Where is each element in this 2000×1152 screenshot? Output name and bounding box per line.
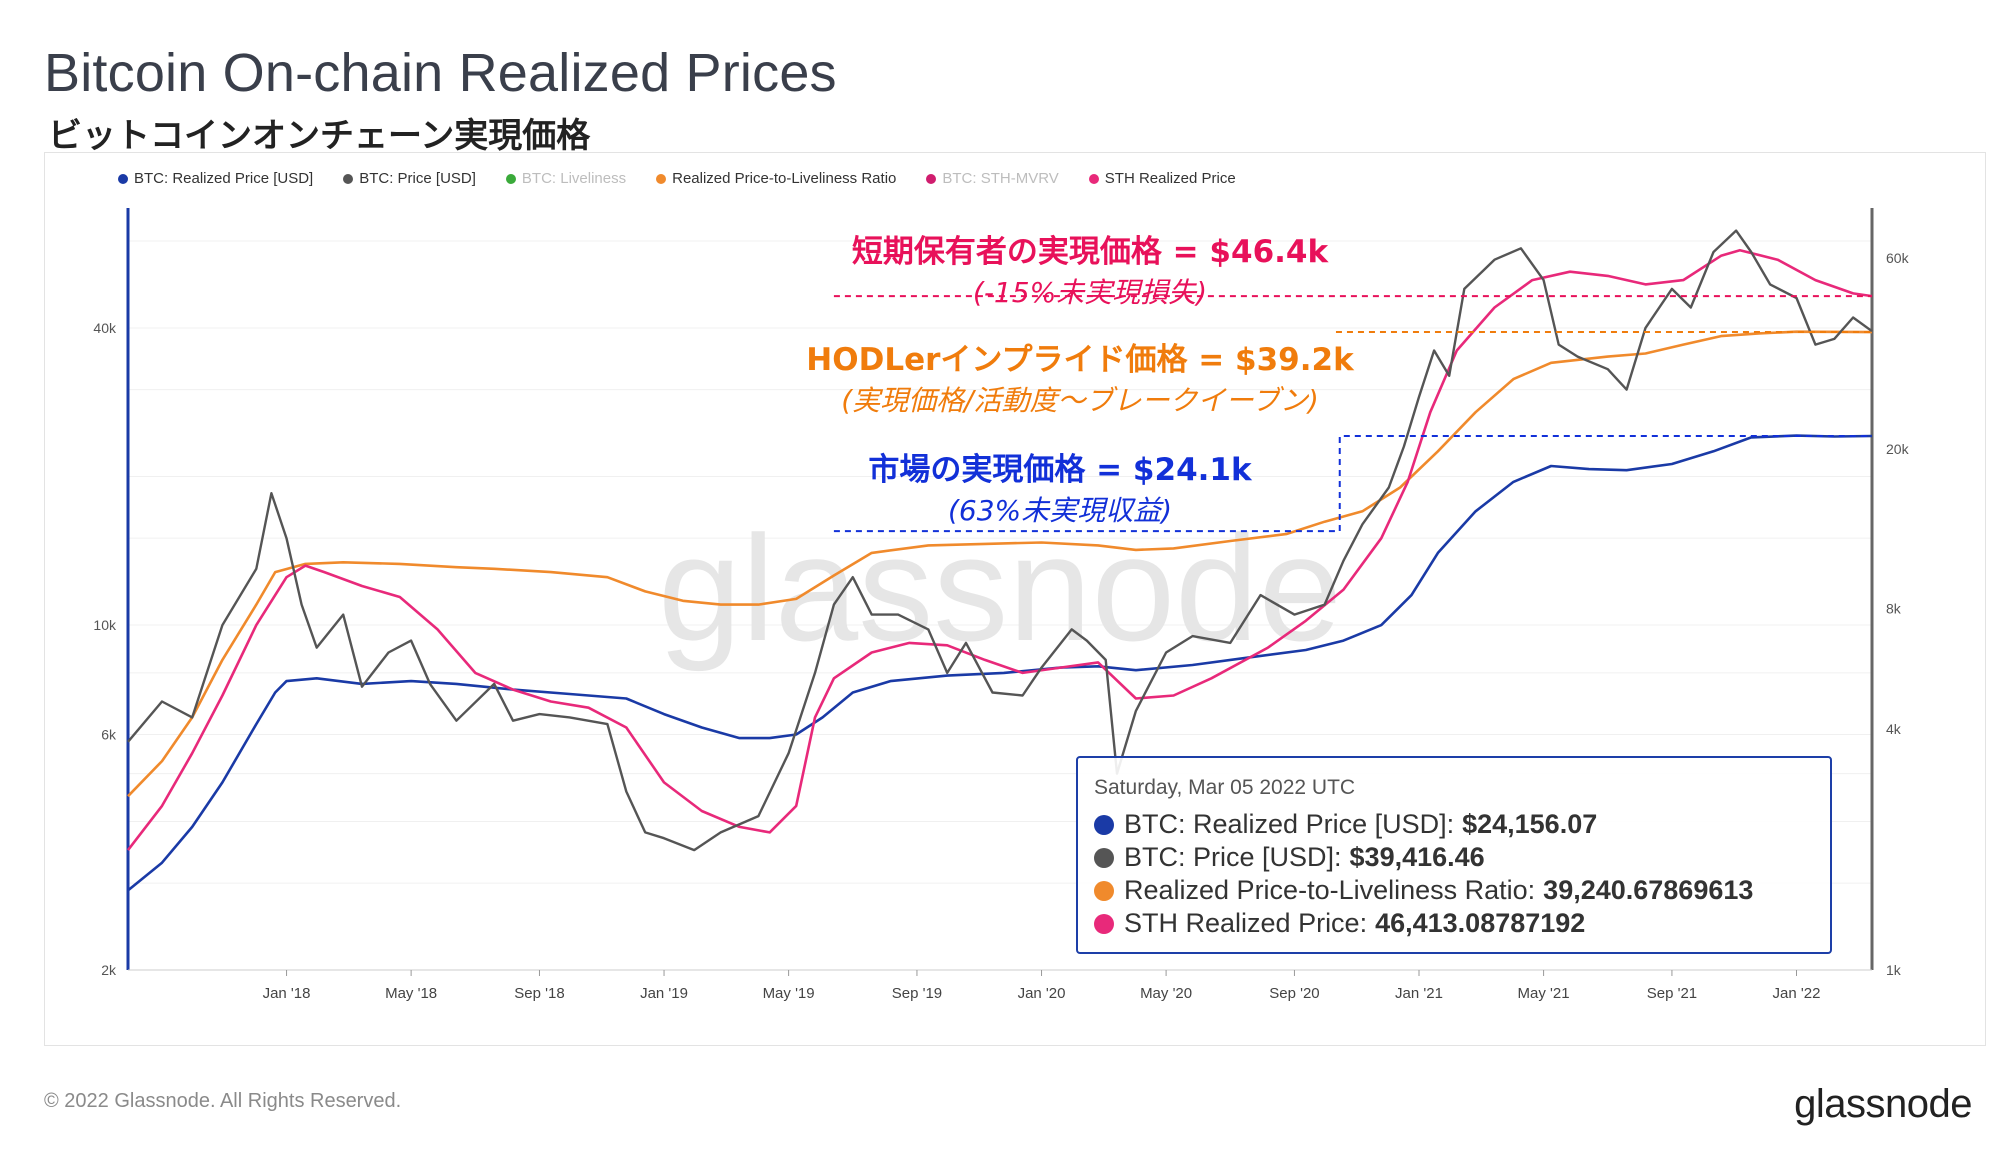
hover-tooltip: Saturday, Mar 05 2022 UTC BTC: Realized …	[1076, 756, 1832, 954]
y-left-tick-label: 2k	[101, 962, 117, 978]
watermark-text: glassnode	[658, 504, 1342, 672]
x-tick-label: May '21	[1518, 985, 1570, 1002]
x-tick-label: Sep '21	[1647, 985, 1697, 1002]
annotation-sth-main: 短期保有者の実現価格 = $46.4k	[851, 234, 1329, 270]
tooltip-dot-icon	[1094, 913, 1114, 934]
y-left-tick-label: 40k	[93, 320, 117, 336]
x-tick-label: May '19	[763, 985, 815, 1002]
tooltip-date: Saturday, Mar 05 2022 UTC	[1094, 776, 1356, 799]
tooltip-dot-icon	[1094, 847, 1114, 868]
x-tick-label: Jan '18	[263, 985, 311, 1002]
footer-copyright: © 2022 Glassnode. All Rights Reserved.	[44, 1090, 402, 1112]
chart-legend: BTC: Realized Price [USD] BTC: Price [US…	[118, 170, 1236, 187]
x-tick-label: Jan '22	[1773, 985, 1821, 1002]
y-left-tick-label: 10k	[93, 617, 117, 633]
legend-label: STH Realized Price	[1104, 170, 1236, 187]
x-tick-label: Jan '20	[1018, 985, 1066, 1002]
annotation-hodler-sub: (実現価格/活動度～ブレークイーブン)	[841, 384, 1319, 417]
tooltip-value: 46,413.08787192	[1375, 908, 1586, 938]
y-right-tick-label: 1k	[1886, 962, 1902, 978]
tooltip-label: STH Realized Price:	[1124, 908, 1368, 938]
tooltip-value: 39,240.67869613	[1543, 875, 1754, 905]
y-right-tick-label: 20k	[1886, 441, 1910, 457]
x-tick-label: Jan '19	[640, 985, 688, 1002]
legend-dot-icon	[343, 173, 354, 184]
chart-subtitle: ビットコインオンチェーン実現価格	[48, 116, 591, 156]
x-tick-label: May '18	[385, 985, 437, 1002]
annotation-sth: 短期保有者の実現価格 = $46.4k (-15%未実現損失)	[720, 226, 1460, 311]
tooltip-value: $39,416.46	[1349, 842, 1485, 872]
x-tick-label: Sep '18	[514, 985, 564, 1002]
legend-dot-icon	[926, 173, 937, 184]
annotation-hodler: HODLerインプライド価格 = $39.2k (実現価格/活動度～ブレークイー…	[740, 334, 1420, 419]
legend-label: BTC: STH-MVRV	[942, 170, 1059, 187]
annotation-market-sub: (63%未実現収益)	[947, 494, 1173, 527]
legend-item-price[interactable]: BTC: Price [USD]	[343, 170, 476, 187]
annotation-sth-sub: (-15%未実現損失)	[972, 276, 1208, 309]
brand-logo[interactable]: glassnode	[1794, 1082, 1972, 1126]
y-right-tick-label: 8k	[1886, 600, 1902, 616]
y-left-tick-label: 6k	[101, 727, 117, 743]
legend-label: Realized Price-to-Liveliness Ratio	[672, 170, 897, 187]
annotation-hodler-main: HODLerインプライド価格 = $39.2k	[806, 342, 1354, 378]
legend-dot-icon	[656, 173, 667, 184]
legend-label: BTC: Price [USD]	[359, 170, 476, 187]
tooltip-value: $24,156.07	[1462, 809, 1598, 839]
annotation-market: 市場の実現価格 = $24.1k (63%未実現収益)	[770, 444, 1350, 529]
x-tick-label: Sep '19	[892, 985, 942, 1002]
tooltip-row-sth: STH Realized Price: 46,413.08787192	[1094, 907, 1814, 940]
legend-dot-icon	[1088, 173, 1099, 184]
legend-item-sth-realized-price[interactable]: STH Realized Price	[1088, 170, 1236, 187]
legend-dot-icon	[505, 173, 516, 184]
series-line-btc-realized-price-usd	[127, 434, 1873, 892]
x-tick-label: May '20	[1140, 985, 1192, 1002]
tooltip-label: Realized Price-to-Liveliness Ratio:	[1124, 875, 1536, 905]
tooltip-row-realized-price: BTC: Realized Price [USD]: $24,156.07	[1094, 808, 1814, 841]
tooltip-label: BTC: Realized Price [USD]:	[1124, 809, 1455, 839]
tooltip-row-price: BTC: Price [USD]: $39,416.46	[1094, 841, 1814, 874]
tooltip-row-ratio: Realized Price-to-Liveliness Ratio: 39,24…	[1094, 874, 1814, 907]
series-line-sth-realized-price	[126, 248, 1873, 851]
annotation-market-main: 市場の実現価格 = $24.1k	[868, 452, 1252, 488]
legend-item-sth-mvrv[interactable]: BTC: STH-MVRV	[926, 170, 1059, 187]
legend-label: BTC: Realized Price [USD]	[134, 170, 314, 187]
y-right-tick-label: 60k	[1886, 250, 1910, 266]
tooltip-label: BTC: Price [USD]:	[1124, 842, 1342, 872]
tooltip-dot-icon	[1094, 880, 1114, 901]
guide-line-market	[833, 435, 1872, 533]
x-tick-label: Sep '20	[1269, 985, 1319, 1002]
tooltip-dot-icon	[1094, 814, 1114, 835]
legend-item-liveliness[interactable]: BTC: Liveliness	[505, 170, 627, 187]
x-tick-label: Jan '21	[1395, 985, 1443, 1002]
legend-item-price-liveliness-ratio[interactable]: Realized Price-to-Liveliness Ratio	[656, 170, 896, 187]
series-line-realized-price-to-liveliness-ratio	[127, 330, 1873, 798]
chart-title: Bitcoin On-chain Realized Prices	[44, 43, 837, 103]
legend-label: BTC: Liveliness	[521, 170, 627, 187]
legend-dot-icon	[118, 173, 128, 184]
series-line-btc-price-usd	[127, 229, 1873, 852]
legend-item-realized-price[interactable]: BTC: Realized Price [USD]	[118, 170, 313, 187]
y-right-tick-label: 4k	[1886, 721, 1902, 737]
